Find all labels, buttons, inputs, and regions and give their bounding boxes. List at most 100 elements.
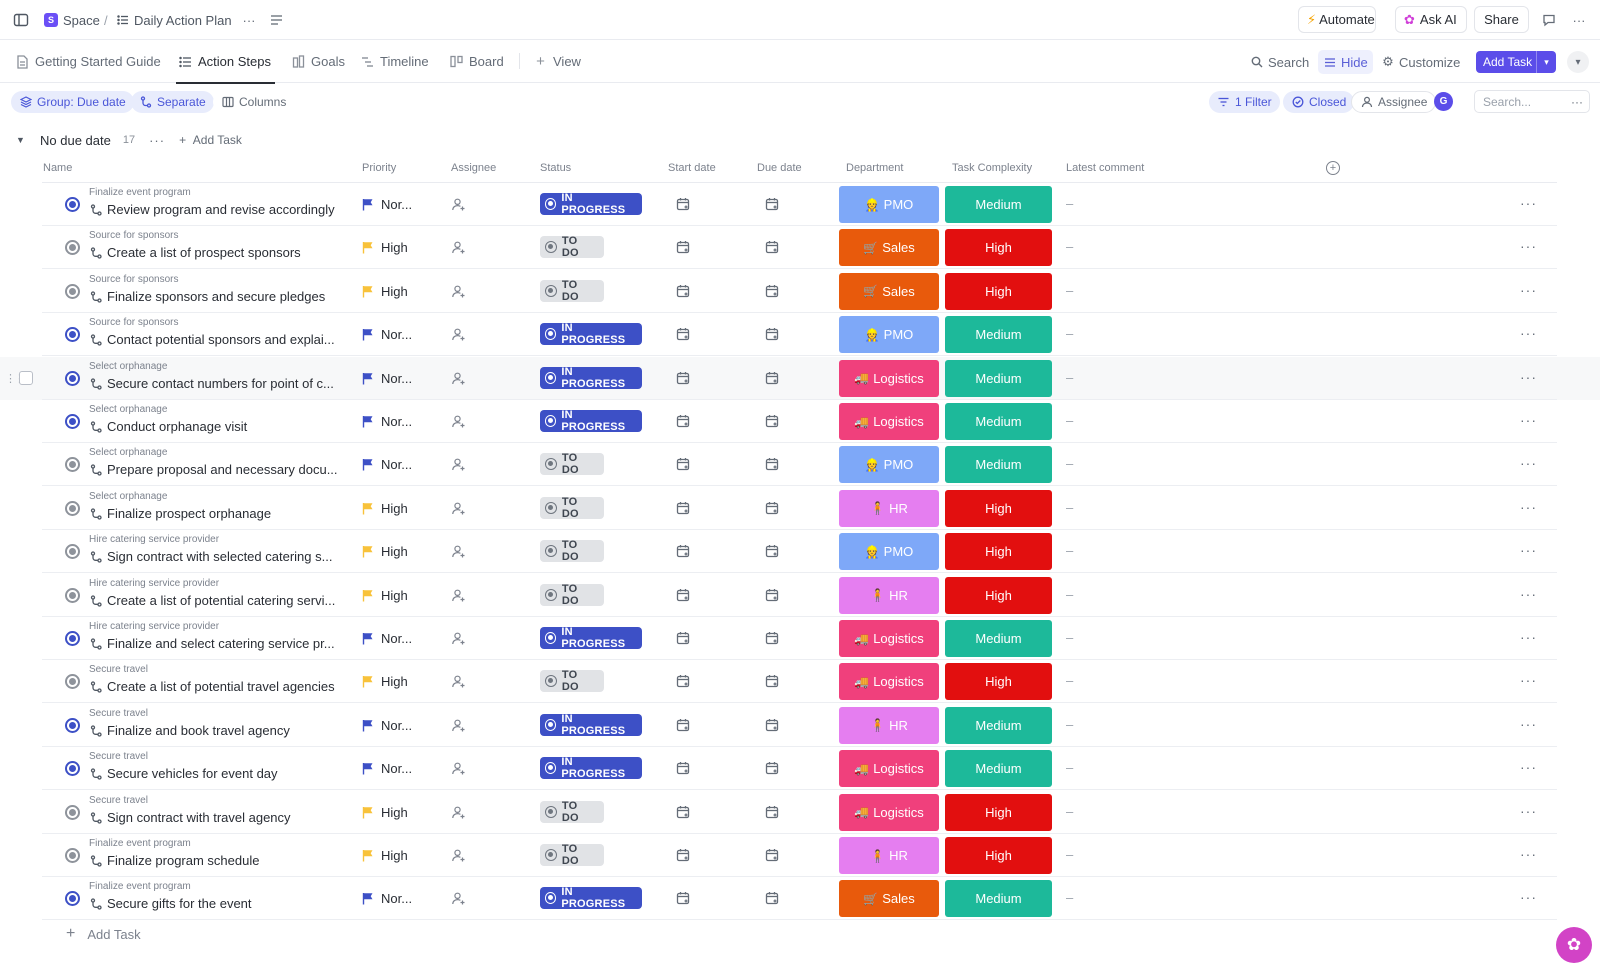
department-badge[interactable]: 🧍 HR <box>839 576 939 614</box>
department-badge[interactable]: 🛒 Sales <box>839 880 939 918</box>
priority-flag-icon[interactable] <box>362 328 374 341</box>
tab-action-steps[interactable]: Action Steps <box>176 40 275 84</box>
status-badge[interactable]: IN PROGRESS <box>540 366 642 390</box>
status-circle-icon[interactable] <box>65 197 80 212</box>
priority-flag-icon[interactable] <box>362 372 374 385</box>
priority-label[interactable]: Nor... <box>381 197 413 212</box>
priority-flag-icon[interactable] <box>362 762 374 775</box>
complexity-badge[interactable]: Medium <box>945 620 1052 657</box>
add-assignee-icon[interactable] <box>451 588 466 603</box>
add-task-button[interactable]: Add Task ▾ <box>1476 51 1556 73</box>
filter-chip[interactable]: 1 Filter <box>1209 91 1280 113</box>
priority-flag-icon[interactable] <box>362 849 374 862</box>
start-date-calendar-icon[interactable] <box>676 457 690 471</box>
add-assignee-icon[interactable] <box>451 197 466 212</box>
complexity-badge[interactable]: Medium <box>945 359 1052 397</box>
department-badge[interactable]: 👷 PMO <box>839 316 939 354</box>
department-badge[interactable]: 🚚 Logistics <box>839 663 939 701</box>
start-date-calendar-icon[interactable] <box>676 240 690 254</box>
row-checkbox[interactable] <box>19 370 33 385</box>
complexity-badge[interactable]: High <box>945 272 1052 310</box>
status-circle-icon[interactable] <box>65 544 80 560</box>
task-name[interactable]: Review program and revise accordingly <box>107 202 335 217</box>
latest-comment[interactable]: – <box>1066 413 1074 428</box>
parent-task-label[interactable]: Select orphanage <box>89 404 168 415</box>
task-name[interactable]: Create a list of potential travel agenci… <box>107 679 335 695</box>
column-header-task-complexity[interactable]: Task Complexity <box>952 162 1033 174</box>
priority-label[interactable]: Nor... <box>381 631 413 646</box>
status-circle-icon[interactable] <box>65 891 80 907</box>
row-more-icon[interactable]: ··· <box>1520 238 1537 255</box>
complexity-badge[interactable]: Medium <box>945 446 1052 484</box>
department-badge[interactable]: 🚚 Logistics <box>839 750 939 788</box>
separate-chip[interactable]: Separate <box>131 91 214 113</box>
priority-label[interactable]: Nor... <box>381 717 413 733</box>
status-badge[interactable]: TO DO <box>540 235 604 259</box>
complexity-badge[interactable]: High <box>945 663 1052 701</box>
latest-comment[interactable]: – <box>1066 499 1074 515</box>
parent-task-label[interactable]: Finalize event program <box>89 881 191 893</box>
column-header-priority[interactable]: Priority <box>362 162 397 174</box>
customize-button[interactable]: ⚙ Customize <box>1382 54 1461 70</box>
start-date-calendar-icon[interactable] <box>676 631 690 645</box>
priority-label[interactable]: Nor... <box>381 327 413 343</box>
priority-flag-icon[interactable] <box>362 415 374 428</box>
status-badge[interactable]: IN PROGRESS <box>540 713 642 737</box>
start-date-calendar-icon[interactable] <box>676 674 690 688</box>
priority-flag-icon[interactable] <box>362 241 374 254</box>
department-badge[interactable]: 🧍 HR <box>839 837 939 874</box>
priority-flag-icon[interactable] <box>362 545 374 558</box>
priority-flag-icon[interactable] <box>362 502 374 515</box>
parent-task-label[interactable]: Secure travel <box>89 664 148 676</box>
table-row[interactable]: Finalize event program Finalize program s… <box>0 834 1600 877</box>
status-badge[interactable]: IN PROGRESS <box>540 409 642 433</box>
sidebar-toggle-icon[interactable] <box>10 9 32 31</box>
department-badge[interactable]: 👷 PMO <box>839 186 939 223</box>
table-row[interactable]: Secure travel Finalize and book travel ag… <box>0 704 1600 747</box>
group-by-chip[interactable]: Group: Due date <box>11 91 134 113</box>
column-header-status[interactable]: Status <box>540 162 572 174</box>
due-date-calendar-icon[interactable] <box>765 805 779 819</box>
priority-flag-icon[interactable] <box>362 198 374 211</box>
row-more-icon[interactable]: ··· <box>1520 759 1537 776</box>
due-date-calendar-icon[interactable] <box>765 718 779 732</box>
add-task-row[interactable]: + Add Task <box>66 925 141 942</box>
status-circle-icon[interactable] <box>65 717 80 733</box>
department-badge[interactable]: 🚚 Logistics <box>839 403 939 440</box>
row-more-icon[interactable]: ··· <box>1520 542 1537 559</box>
tab-getting-started-guide[interactable]: Getting Started Guide <box>15 40 161 83</box>
complexity-badge[interactable]: Medium <box>945 880 1052 918</box>
row-more-icon[interactable]: ··· <box>1520 715 1537 732</box>
add-assignee-icon[interactable] <box>451 891 466 906</box>
due-date-calendar-icon[interactable] <box>765 674 779 688</box>
status-circle-icon[interactable] <box>65 631 80 646</box>
latest-comment[interactable]: – <box>1066 282 1074 298</box>
task-name[interactable]: Create a list of prospect sponsors <box>107 245 301 261</box>
task-name[interactable]: Sign contract with travel agency <box>107 809 291 825</box>
complexity-badge[interactable]: Medium <box>945 316 1052 354</box>
add-assignee-icon[interactable] <box>451 284 466 299</box>
task-name[interactable]: Secure vehicles for event day <box>107 766 278 782</box>
priority-label[interactable]: Nor... <box>381 370 413 386</box>
task-name[interactable]: Conduct orphanage visit <box>107 419 248 434</box>
table-row[interactable]: Secure travel Create a list of potential … <box>0 660 1600 704</box>
due-date-calendar-icon[interactable] <box>765 284 779 298</box>
column-header-name[interactable]: Name <box>43 162 73 174</box>
due-date-calendar-icon[interactable] <box>765 457 779 471</box>
row-more-icon[interactable]: ··· <box>1520 195 1537 211</box>
status-circle-icon[interactable] <box>65 457 80 473</box>
caret-down-icon[interactable]: ▼ <box>16 135 25 145</box>
complexity-badge[interactable]: High <box>945 229 1052 267</box>
parent-task-label[interactable]: Hire catering service provider <box>89 577 220 589</box>
parent-task-label[interactable]: Source for sponsors <box>89 317 179 329</box>
add-assignee-icon[interactable] <box>451 761 466 776</box>
status-badge[interactable]: TO DO <box>540 843 604 867</box>
latest-comment[interactable]: – <box>1066 326 1074 342</box>
collapse-icon[interactable]: ▾ <box>1567 51 1589 73</box>
avatar[interactable]: G <box>1434 92 1453 111</box>
tab-add-view[interactable]: + View <box>533 40 581 83</box>
department-badge[interactable]: 🛒 Sales <box>839 272 939 310</box>
priority-flag-icon[interactable] <box>362 458 374 471</box>
add-assignee-icon[interactable] <box>451 674 466 689</box>
priority-label[interactable]: High <box>381 587 408 603</box>
